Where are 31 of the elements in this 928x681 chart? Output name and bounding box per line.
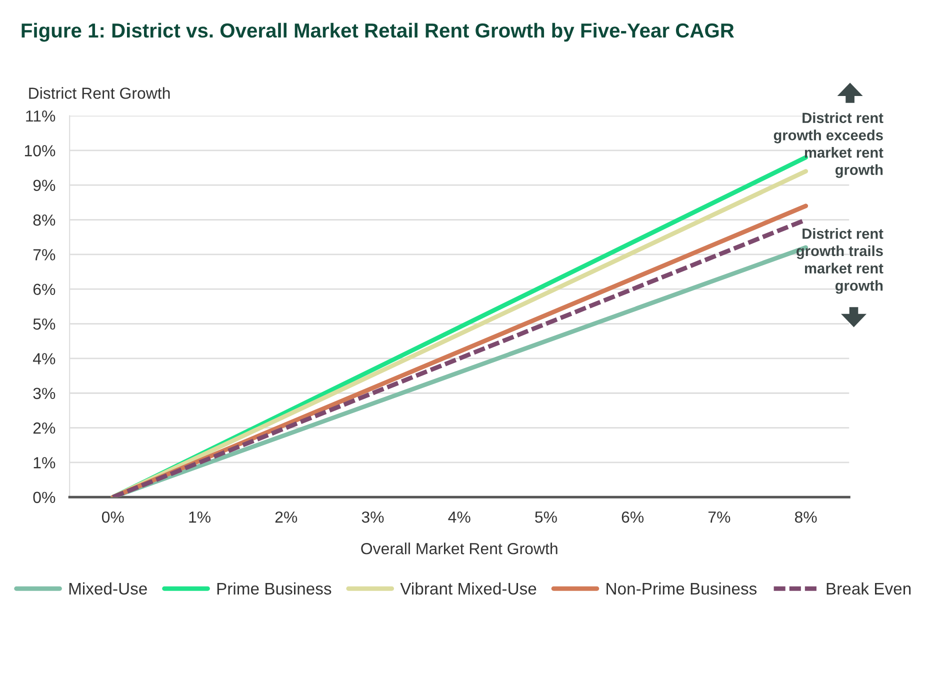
x-tick-label: 3%	[362, 511, 384, 523]
y-tick-label: 2%	[33, 422, 56, 434]
y-tick-label: 0%	[33, 492, 56, 504]
legend-label: Prime Business	[217, 582, 332, 595]
y-tick-label: 6%	[33, 284, 56, 296]
y-tick-label: 9%	[33, 180, 56, 192]
legend-label: Mixed-Use	[69, 582, 147, 595]
annotation: District rent growth exceeds market rent growth	[774, 112, 884, 178]
y-axis-title: District Rent Growth	[29, 87, 170, 99]
legend-label: Break Even	[826, 582, 911, 595]
y-tick-label: 11%	[26, 110, 56, 122]
y-tick-label: 10%	[24, 145, 56, 156]
x-tick-label: 4%	[448, 512, 470, 523]
annotation: District rent growth trails market rent growth	[796, 228, 884, 294]
y-tick-label: 4%	[32, 353, 56, 364]
legend-label: Non-Prime Business	[606, 582, 757, 595]
y-tick-label: 3%	[33, 388, 56, 400]
y-tick-label: 1%	[34, 457, 56, 468]
chart-title: Figure 1: District vs. Overall Market Retail Rent Growth by Five-Year CAGR	[22, 22, 734, 42]
legend-label: Vibrant Mixed-Use	[400, 582, 536, 595]
x-tick-label: 0%	[102, 511, 124, 523]
x-tick-label: 7%	[708, 512, 730, 523]
x-tick-label: 2%	[275, 511, 298, 523]
y-tick-label: 5%	[33, 318, 56, 330]
x-tick-label: 6%	[622, 511, 644, 523]
x-tick-label: 8%	[794, 511, 817, 523]
x-axis-title: Overall Market Rent Growth	[361, 542, 558, 554]
y-tick-label: 7%	[33, 249, 56, 260]
y-tick-label: 8%	[33, 214, 56, 226]
x-tick-label: 1%	[189, 512, 210, 523]
x-tick-label: 5%	[535, 512, 557, 523]
